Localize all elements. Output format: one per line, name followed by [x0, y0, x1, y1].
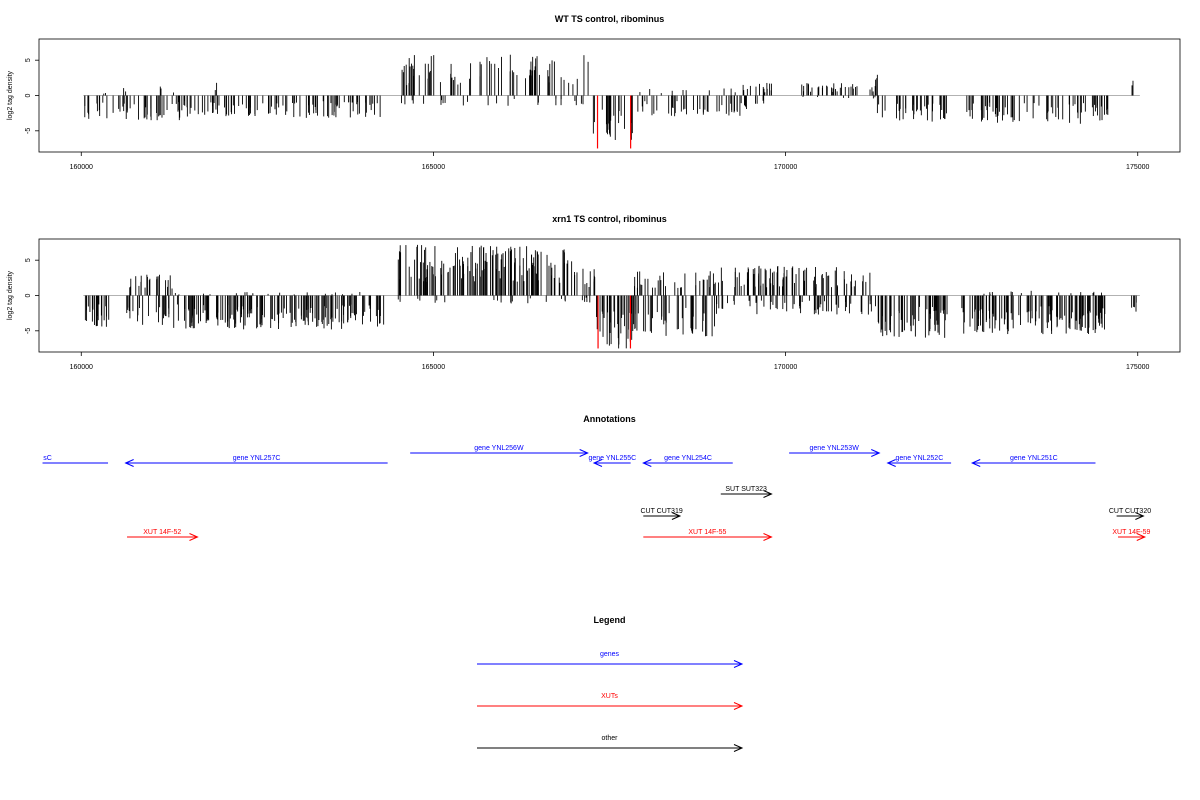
feature-label: SUT SUT323 — [725, 486, 767, 493]
feature-label: gene YNL257C — [233, 455, 281, 462]
legend-arrow-head — [733, 660, 744, 668]
feature-arrow-head — [592, 459, 603, 467]
x-tick-label: 175000 — [1126, 164, 1149, 171]
feature-label: CUT CUT320 — [1109, 508, 1151, 515]
feature-arrow-head — [189, 533, 199, 541]
feature-label: gene YNL255C — [588, 455, 636, 462]
feature-label: gene YNL256W — [474, 445, 524, 452]
feature-label: XUT 14F-59 — [1112, 529, 1150, 536]
feature-label: CUT CUT319 — [640, 508, 682, 515]
feature-label: gene YNL253W — [810, 445, 860, 452]
legend-label: XUTs — [601, 693, 618, 700]
y-axis-label: log2 tag density — [7, 270, 14, 320]
wt-track-panel: WT TS control, ribominus log2 tag density… — [7, 14, 1181, 171]
x-tick-label: 170000 — [774, 364, 797, 371]
legend-panel: Legend genes XUTs other — [477, 615, 744, 752]
feature-label: sC — [43, 455, 52, 462]
feature-arrow-head — [763, 490, 773, 498]
track-title: xrn1 TS control, ribominus — [552, 214, 667, 224]
legend-arrow-head — [733, 744, 744, 752]
feature-label: gene YNL254C — [664, 455, 712, 462]
legend-label: other — [602, 735, 619, 742]
x-tick-label: 165000 — [422, 364, 445, 371]
feature-arrow-head — [886, 459, 896, 467]
annotations-title: Annotations — [583, 414, 636, 424]
feature-arrow-head — [763, 533, 773, 541]
feature-label: gene YNL252C — [896, 455, 944, 462]
legend-label: genes — [600, 651, 620, 658]
y-tick-label: 5 — [25, 58, 32, 62]
xrn1-track-panel: xrn1 TS control, ribominus log2 tag densi… — [7, 214, 1181, 371]
feature-arrow-head — [124, 459, 134, 467]
feature-label: gene YNL251C — [1010, 455, 1058, 462]
y-tick-label: 0 — [25, 93, 32, 97]
y-axis-label: log2 tag density — [7, 70, 14, 120]
legend-title: Legend — [593, 615, 625, 625]
annotations-panel: Annotations sC gene YNL257C gene YNL256W ge… — [42, 414, 1151, 541]
feature-label: XUT 14F-52 — [143, 529, 181, 536]
feature-label: XUT 14F-55 — [688, 529, 726, 536]
x-tick-label: 170000 — [774, 164, 797, 171]
feature-arrow-head — [871, 449, 881, 457]
x-tick-label: 175000 — [1126, 364, 1149, 371]
y-tick-label: -5 — [25, 128, 32, 134]
legend-arrow-head — [733, 702, 744, 710]
feature-arrow-head — [671, 512, 682, 520]
x-tick-label: 165000 — [422, 164, 445, 171]
feature-arrow-head — [970, 459, 981, 467]
feature-arrow-head — [1135, 512, 1145, 520]
feature-arrow-head — [1136, 533, 1147, 541]
feature-arrow-head — [642, 459, 652, 467]
y-tick-label: 5 — [25, 258, 32, 262]
x-tick-label: 160000 — [70, 164, 93, 171]
y-tick-label: 0 — [25, 293, 32, 297]
track-title: WT TS control, ribominus — [555, 14, 665, 24]
y-tick-label: -5 — [25, 328, 32, 334]
x-tick-label: 160000 — [70, 364, 93, 371]
feature-arrow-head — [579, 449, 589, 457]
